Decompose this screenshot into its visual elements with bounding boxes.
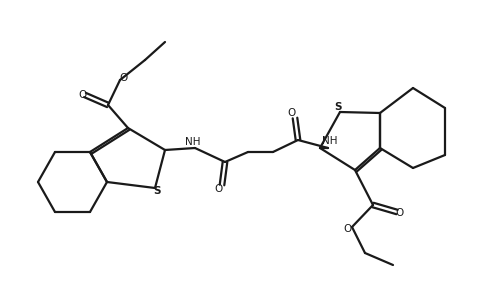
Text: O: O <box>119 73 127 83</box>
Text: O: O <box>343 224 351 234</box>
Text: NH: NH <box>185 137 201 147</box>
Text: S: S <box>153 186 161 196</box>
Text: NH: NH <box>322 136 338 146</box>
Text: O: O <box>288 108 296 118</box>
Text: O: O <box>396 208 404 218</box>
Text: O: O <box>78 90 86 100</box>
Text: O: O <box>214 184 222 194</box>
Text: S: S <box>334 102 342 112</box>
